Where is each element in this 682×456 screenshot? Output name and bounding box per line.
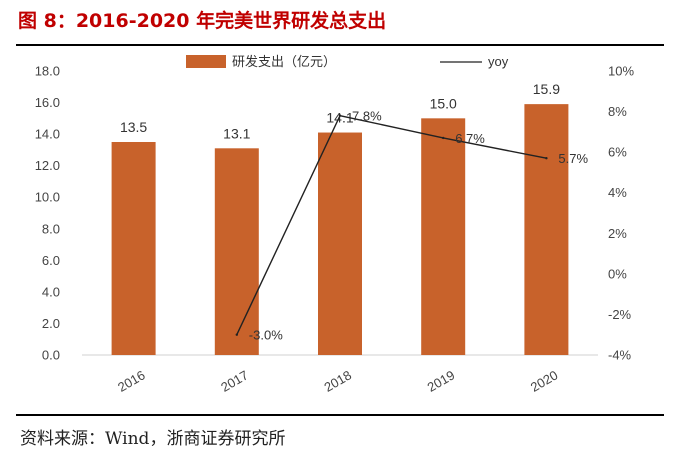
yoy-value-labels: -3.0% 7.8% 6.7% 5.7% xyxy=(249,109,589,343)
bar-series xyxy=(111,104,569,355)
left-tick-label: 10.0 xyxy=(35,190,60,205)
yoy-label-2019: 6.7% xyxy=(455,131,485,146)
right-tick-label: 8% xyxy=(608,104,627,119)
right-tick-label: 0% xyxy=(608,266,627,281)
x-axis-labels: 2016 2017 2018 2019 2020 xyxy=(115,367,560,394)
source-note: 资料来源：Wind，浙商证券研究所 xyxy=(20,429,286,449)
legend-label-bars: 研发支出（亿元） xyxy=(232,54,336,69)
left-tick-label: 16.0 xyxy=(35,95,60,110)
right-tick-label: -2% xyxy=(608,307,632,322)
bar-label-2019: 15.0 xyxy=(430,95,457,111)
yoy-point-2018 xyxy=(338,114,342,117)
x-tick-2016: 2016 xyxy=(115,367,148,394)
bar-label-2020: 15.9 xyxy=(533,81,560,97)
yoy-line-series xyxy=(235,114,548,336)
x-tick-2020: 2020 xyxy=(528,367,561,394)
x-tick-2018: 2018 xyxy=(321,367,354,394)
bar-2020 xyxy=(524,104,569,355)
bottom-rule xyxy=(16,414,664,416)
left-tick-label: 6.0 xyxy=(42,253,60,268)
x-tick-2017: 2017 xyxy=(218,367,251,394)
yoy-point-2017 xyxy=(235,333,238,336)
figure-title: 图 8：2016-2020 年完美世界研发总支出 xyxy=(18,10,387,32)
yoy-label-2018: 7.8% xyxy=(352,109,382,124)
bar-label-2017: 13.1 xyxy=(223,125,250,141)
left-tick-label: 14.0 xyxy=(35,127,60,142)
bar-2017 xyxy=(214,148,259,355)
left-tick-label: 12.0 xyxy=(35,158,60,173)
yoy-label-2017: -3.0% xyxy=(249,328,283,343)
left-tick-label: 0.0 xyxy=(42,348,60,363)
bar-2016 xyxy=(111,142,156,355)
bar-2018 xyxy=(318,132,362,355)
right-tick-label: 2% xyxy=(608,226,627,241)
legend-label-line: yoy xyxy=(488,54,509,69)
left-tick-label: 8.0 xyxy=(42,221,60,236)
left-tick-label: 4.0 xyxy=(42,284,60,299)
yoy-point-2019 xyxy=(442,136,445,140)
left-axis: 0.0 2.0 4.0 6.0 8.0 10.0 12.0 14.0 16.0 18.0 xyxy=(35,64,60,363)
right-tick-label: 6% xyxy=(608,145,627,160)
chart-legend: 研发支出（亿元） yoy xyxy=(186,54,509,69)
right-tick-label: 10% xyxy=(608,64,634,79)
top-rule xyxy=(16,44,664,46)
bar-value-labels: 13.5 13.1 14.1 15.0 15.9 xyxy=(120,81,560,141)
bar-2019 xyxy=(421,118,466,355)
right-tick-label: -4% xyxy=(608,348,632,363)
right-tick-label: 4% xyxy=(608,185,627,200)
bar-label-2018: 14.1 xyxy=(326,110,353,126)
yoy-label-2020: 5.7% xyxy=(558,151,588,166)
right-axis: -4% -2% 0% 2% 4% 6% 8% 10% xyxy=(608,64,634,363)
yoy-polyline xyxy=(236,114,547,336)
legend-swatch-bars xyxy=(186,55,226,68)
yoy-point-2020 xyxy=(545,157,548,160)
bar-label-2016: 13.5 xyxy=(120,119,147,135)
left-tick-label: 18.0 xyxy=(35,64,60,79)
x-tick-2019: 2019 xyxy=(425,367,458,394)
left-tick-label: 2.0 xyxy=(42,316,60,331)
